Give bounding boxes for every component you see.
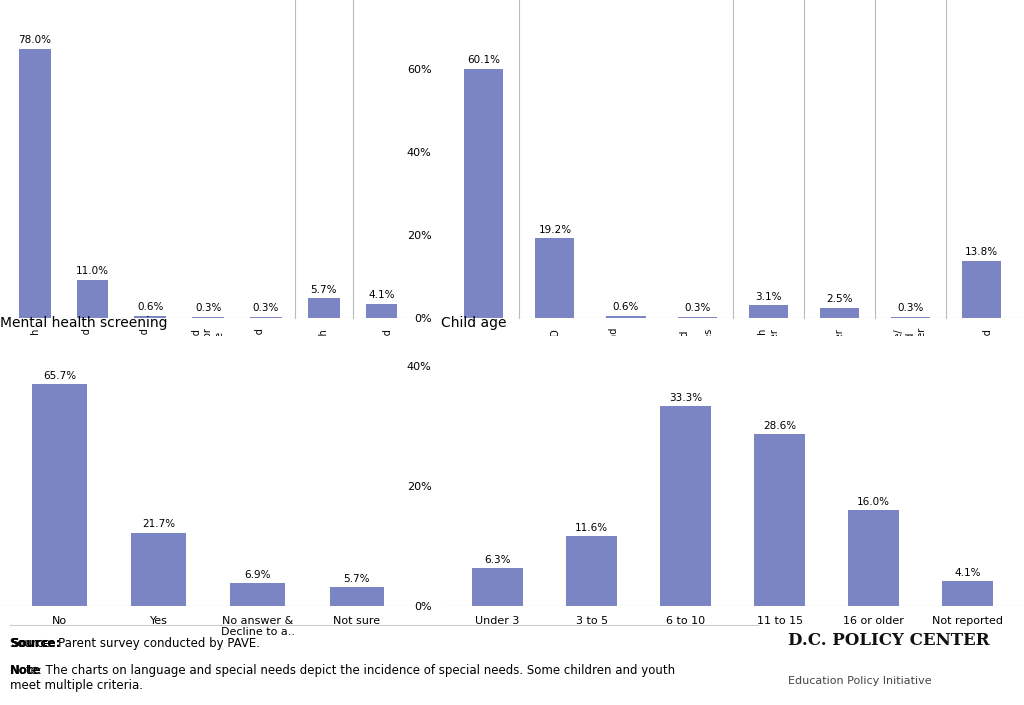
Text: D.C. POLICY CENTER: D.C. POLICY CENTER [788, 632, 990, 649]
Text: 5.7%: 5.7% [343, 574, 370, 584]
Text: 16.0%: 16.0% [857, 496, 890, 507]
Text: Source:: Source: [10, 637, 60, 650]
Text: 19.2%: 19.2% [539, 225, 571, 235]
Bar [942, 582, 993, 606]
Bar [464, 69, 504, 318]
Bar [536, 238, 574, 318]
Text: 13.8%: 13.8% [965, 247, 998, 257]
Text: 0.3%: 0.3% [253, 303, 280, 313]
Text: Note: The charts on language and special needs depict the incidence of special n: Note: The charts on language and special… [10, 665, 676, 692]
Text: Education Policy Initiative: Education Policy Initiative [788, 675, 932, 686]
Text: 11.0%: 11.0% [76, 266, 109, 276]
Bar [754, 434, 806, 606]
Bar [131, 533, 185, 606]
Text: Source: Parent survey conducted by PAVE.: Source: Parent survey conducted by PAVE. [10, 637, 260, 650]
Bar [606, 316, 645, 318]
Bar [678, 317, 717, 318]
Bar [472, 568, 523, 606]
Text: 4.1%: 4.1% [369, 290, 395, 300]
Text: Mental health screening: Mental health screening [0, 317, 168, 330]
Bar [250, 317, 282, 318]
Bar [848, 510, 899, 606]
Bar [659, 406, 712, 606]
Text: 33.3%: 33.3% [669, 393, 702, 403]
Bar [962, 261, 1000, 318]
Bar [366, 304, 397, 318]
Text: 65.7%: 65.7% [43, 371, 76, 381]
Text: Child age: Child age [441, 317, 507, 330]
Text: 6.3%: 6.3% [484, 555, 511, 565]
Text: 0.3%: 0.3% [195, 303, 221, 313]
Bar [32, 384, 87, 606]
Bar [77, 280, 109, 318]
Bar [330, 587, 384, 606]
Text: 28.6%: 28.6% [763, 421, 797, 431]
Text: 4.1%: 4.1% [954, 568, 981, 578]
Bar [891, 317, 930, 318]
Text: 6.9%: 6.9% [245, 570, 271, 580]
Text: 60.1%: 60.1% [467, 55, 501, 65]
Text: 5.7%: 5.7% [310, 285, 337, 295]
Text: 21.7%: 21.7% [142, 520, 175, 529]
Text: 3.1%: 3.1% [755, 291, 781, 302]
Bar [230, 583, 285, 606]
Text: 0.6%: 0.6% [137, 302, 164, 312]
Bar [193, 317, 224, 318]
Bar [749, 305, 787, 318]
Text: 0.3%: 0.3% [684, 303, 711, 313]
Bar [566, 537, 617, 606]
Bar [18, 49, 50, 318]
Text: 2.5%: 2.5% [826, 294, 852, 304]
Bar [134, 316, 166, 318]
Text: 0.3%: 0.3% [897, 303, 924, 313]
Text: 11.6%: 11.6% [575, 523, 608, 533]
Text: 78.0%: 78.0% [18, 35, 51, 45]
Bar [819, 308, 859, 318]
Text: Note: Note [10, 665, 42, 678]
Text: 0.6%: 0.6% [612, 302, 639, 312]
Bar [308, 298, 340, 318]
Text: Source:: Source: [10, 637, 60, 650]
